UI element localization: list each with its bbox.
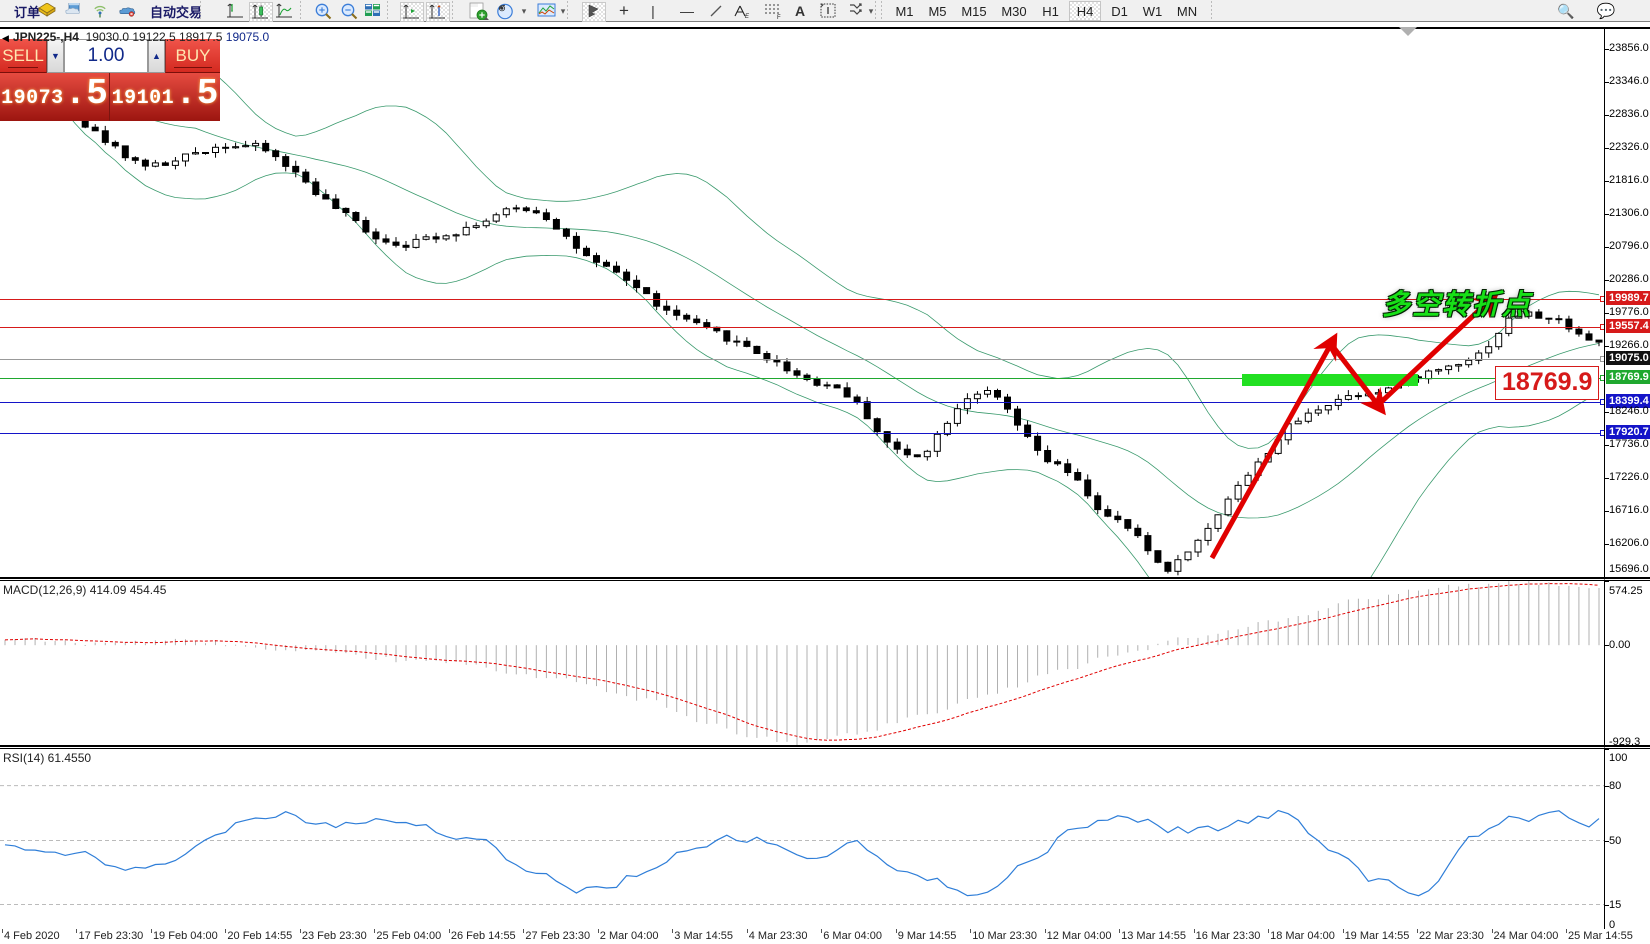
svg-text:F: F bbox=[777, 15, 781, 19]
svg-text:E: E bbox=[745, 14, 750, 19]
